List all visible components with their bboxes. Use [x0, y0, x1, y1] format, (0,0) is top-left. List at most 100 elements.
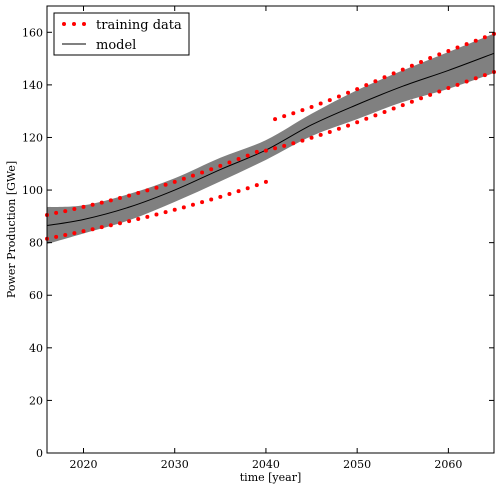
- training-point: [254, 183, 259, 188]
- training-point: [245, 186, 250, 191]
- training-point: [200, 170, 205, 175]
- x-tick-label: 2020: [69, 458, 97, 471]
- training-point: [209, 197, 214, 202]
- training-point: [336, 126, 341, 131]
- training-point: [163, 210, 168, 215]
- training-point: [437, 89, 442, 94]
- training-point: [373, 113, 378, 118]
- training-point: [464, 79, 469, 84]
- training-point: [300, 138, 305, 143]
- training-point: [172, 207, 177, 212]
- training-point: [263, 148, 268, 153]
- training-point: [81, 229, 86, 234]
- training-point: [236, 157, 241, 162]
- confidence-band: [47, 33, 494, 244]
- training-points-group: [45, 31, 496, 241]
- training-point: [346, 90, 351, 95]
- training-point: [154, 212, 159, 217]
- y-tick-label: 80: [29, 237, 43, 250]
- legend-label-model: model: [96, 38, 136, 53]
- training-point: [446, 48, 451, 53]
- training-point: [382, 109, 387, 114]
- training-point: [163, 182, 168, 187]
- training-point: [419, 60, 424, 65]
- training-point: [54, 234, 59, 239]
- training-point: [81, 204, 86, 209]
- training-point: [482, 73, 487, 78]
- training-point: [127, 193, 132, 198]
- training-point: [99, 225, 104, 230]
- training-point: [99, 200, 104, 205]
- x-tick-label: 2050: [343, 458, 371, 471]
- training-point: [136, 216, 141, 221]
- training-point: [355, 87, 360, 92]
- training-point: [455, 45, 460, 50]
- training-point: [318, 101, 323, 106]
- training-point: [327, 98, 332, 103]
- training-point: [318, 132, 323, 137]
- x-tick-label: 2060: [434, 458, 462, 471]
- training-point: [273, 117, 278, 122]
- training-point: [63, 233, 68, 238]
- training-point: [227, 160, 232, 165]
- training-point: [154, 185, 159, 190]
- x-tick-label: 2030: [161, 458, 189, 471]
- training-point: [473, 76, 478, 81]
- training-point: [291, 111, 296, 116]
- training-point: [373, 79, 378, 84]
- legend-training-marker: [62, 22, 86, 26]
- training-point: [428, 56, 433, 61]
- training-point: [200, 200, 205, 205]
- y-tick-label: 0: [36, 447, 43, 460]
- training-point: [72, 231, 77, 236]
- training-point: [409, 99, 414, 104]
- training-point: [464, 42, 469, 47]
- training-point: [127, 219, 132, 224]
- training-point: [282, 114, 287, 119]
- training-point: [482, 35, 487, 40]
- training-point: [108, 223, 113, 228]
- legend-dot: [62, 22, 66, 26]
- training-point: [145, 188, 150, 193]
- legend-box: [53, 12, 190, 56]
- training-point: [400, 103, 405, 108]
- training-point: [209, 167, 214, 172]
- training-point: [227, 192, 232, 197]
- axis-ticks: 2020 2030 2040 2050 206002040608010012014016…: [22, 6, 494, 471]
- training-point: [364, 116, 369, 121]
- training-point: [300, 108, 305, 113]
- legend-dot: [72, 22, 76, 26]
- training-point: [473, 38, 478, 43]
- training-point: [254, 149, 259, 154]
- x-tick-label: 2040: [252, 458, 280, 471]
- training-point: [419, 96, 424, 101]
- training-point: [391, 71, 396, 76]
- training-point: [309, 104, 314, 109]
- training-point: [327, 129, 332, 134]
- training-point: [355, 120, 360, 125]
- training-point: [428, 92, 433, 97]
- training-point: [455, 82, 460, 87]
- training-point: [391, 106, 396, 111]
- training-point: [409, 63, 414, 68]
- y-tick-label: 40: [29, 342, 43, 355]
- training-point: [172, 179, 177, 184]
- training-point: [282, 143, 287, 148]
- y-tick-label: 20: [29, 394, 43, 407]
- y-axis-label: Power Production [GWe]: [5, 161, 18, 298]
- training-point: [309, 135, 314, 140]
- training-point: [273, 146, 278, 151]
- training-point: [117, 221, 122, 226]
- training-point: [245, 153, 250, 158]
- y-tick-label: 120: [22, 131, 43, 144]
- training-point: [400, 67, 405, 72]
- training-point: [190, 173, 195, 178]
- training-point: [136, 190, 141, 195]
- training-point: [263, 179, 268, 184]
- training-point: [218, 194, 223, 199]
- training-point: [117, 195, 122, 200]
- y-tick-label: 60: [29, 289, 43, 302]
- x-axis-label: time [year]: [240, 471, 302, 484]
- y-tick-label: 160: [22, 26, 43, 39]
